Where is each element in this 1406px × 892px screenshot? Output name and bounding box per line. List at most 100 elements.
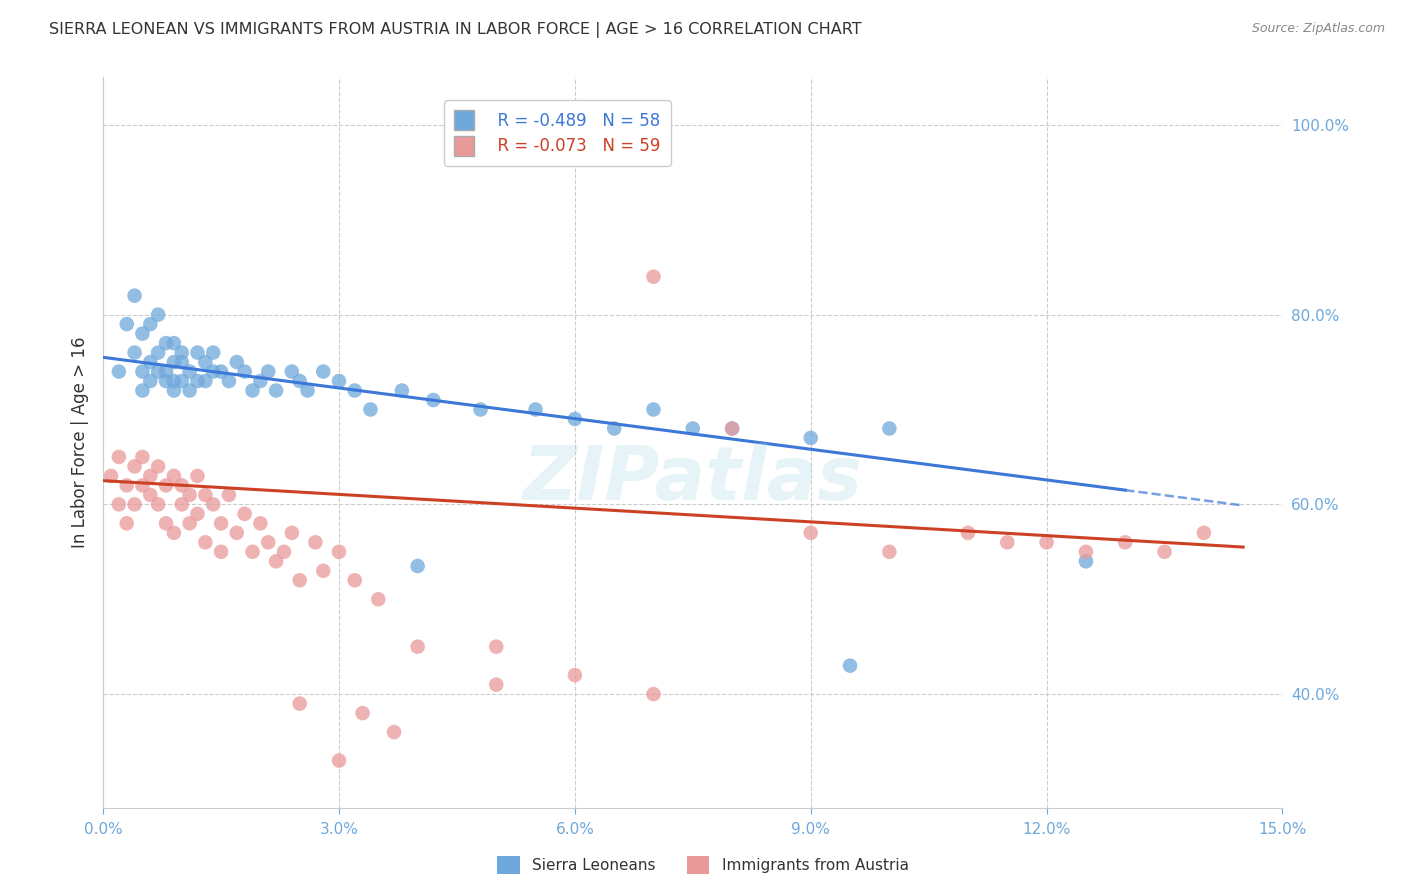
Point xyxy=(209,516,232,531)
Point xyxy=(564,412,586,426)
Point xyxy=(406,559,429,574)
Point xyxy=(257,535,280,549)
Point xyxy=(839,658,862,673)
Point xyxy=(485,640,508,654)
Point xyxy=(343,574,366,588)
Point xyxy=(131,450,153,464)
Point xyxy=(367,592,389,607)
Point xyxy=(146,308,169,322)
Point xyxy=(155,516,177,531)
Legend:   R = -0.489   N = 58,   R = -0.073   N = 59: R = -0.489 N = 58, R = -0.073 N = 59 xyxy=(444,101,671,166)
Point xyxy=(281,525,304,540)
Point xyxy=(194,374,217,388)
Point xyxy=(564,668,586,682)
Point xyxy=(328,545,350,559)
Point xyxy=(146,365,169,379)
Point xyxy=(288,697,311,711)
Y-axis label: In Labor Force | Age > 16: In Labor Force | Age > 16 xyxy=(72,337,89,549)
Point xyxy=(163,374,186,388)
Point xyxy=(194,355,217,369)
Point xyxy=(155,365,177,379)
Point xyxy=(179,365,201,379)
Point xyxy=(288,574,311,588)
Point xyxy=(163,469,186,483)
Text: Source: ZipAtlas.com: Source: ZipAtlas.com xyxy=(1251,22,1385,36)
Point xyxy=(131,384,153,398)
Point xyxy=(304,535,326,549)
Point xyxy=(721,421,744,435)
Point xyxy=(800,525,823,540)
Point xyxy=(249,516,271,531)
Point xyxy=(281,365,304,379)
Point xyxy=(242,384,264,398)
Point xyxy=(124,345,146,359)
Point xyxy=(194,535,217,549)
Point xyxy=(218,488,240,502)
Point xyxy=(257,365,280,379)
Point xyxy=(186,345,208,359)
Point xyxy=(800,431,823,445)
Point xyxy=(273,545,295,559)
Point xyxy=(179,488,201,502)
Point xyxy=(391,384,413,398)
Text: SIERRA LEONEAN VS IMMIGRANTS FROM AUSTRIA IN LABOR FORCE | AGE > 16 CORRELATION : SIERRA LEONEAN VS IMMIGRANTS FROM AUSTRI… xyxy=(49,22,862,38)
Point xyxy=(359,402,381,417)
Point xyxy=(682,421,704,435)
Point xyxy=(209,365,232,379)
Point xyxy=(179,516,201,531)
Point xyxy=(328,754,350,768)
Point xyxy=(406,640,429,654)
Point xyxy=(264,554,287,568)
Point xyxy=(108,365,131,379)
Point xyxy=(186,374,208,388)
Point xyxy=(186,469,208,483)
Point xyxy=(485,678,508,692)
Point xyxy=(170,478,193,492)
Point xyxy=(233,507,256,521)
Point xyxy=(139,469,162,483)
Point xyxy=(328,374,350,388)
Point xyxy=(312,564,335,578)
Point xyxy=(202,365,225,379)
Point xyxy=(146,497,169,511)
Point xyxy=(139,374,162,388)
Point xyxy=(163,336,186,351)
Point xyxy=(100,469,122,483)
Point xyxy=(1074,554,1097,568)
Point xyxy=(115,516,138,531)
Point xyxy=(163,355,186,369)
Point xyxy=(194,488,217,502)
Point xyxy=(1074,545,1097,559)
Point xyxy=(264,384,287,398)
Point xyxy=(297,384,319,398)
Point xyxy=(124,288,146,302)
Point xyxy=(202,345,225,359)
Point xyxy=(524,402,547,417)
Point xyxy=(146,459,169,474)
Point xyxy=(643,402,665,417)
Point xyxy=(956,525,979,540)
Point xyxy=(242,545,264,559)
Point xyxy=(170,374,193,388)
Point xyxy=(186,507,208,521)
Point xyxy=(879,421,901,435)
Point xyxy=(170,345,193,359)
Point xyxy=(115,317,138,331)
Point xyxy=(131,365,153,379)
Point xyxy=(146,345,169,359)
Point xyxy=(218,374,240,388)
Point xyxy=(108,497,131,511)
Point xyxy=(209,545,232,559)
Point xyxy=(115,478,138,492)
Point xyxy=(124,459,146,474)
Point xyxy=(721,421,744,435)
Point xyxy=(382,725,405,739)
Point xyxy=(139,355,162,369)
Point xyxy=(202,497,225,511)
Point xyxy=(643,269,665,284)
Point xyxy=(1035,535,1057,549)
Legend: Sierra Leoneans, Immigrants from Austria: Sierra Leoneans, Immigrants from Austria xyxy=(491,850,915,880)
Point xyxy=(170,355,193,369)
Point xyxy=(179,384,201,398)
Point xyxy=(343,384,366,398)
